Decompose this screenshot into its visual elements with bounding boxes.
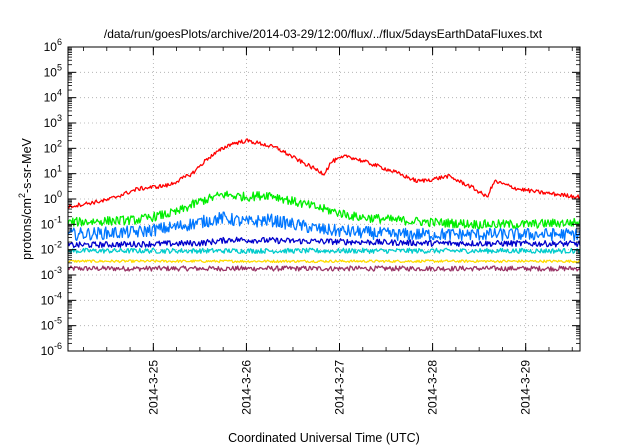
y-axis-label-power: 2 xyxy=(17,193,27,198)
y-tick-label: 104 xyxy=(44,88,62,105)
ticks xyxy=(68,46,580,352)
series-line xyxy=(67,265,581,272)
y-tick-label: 102 xyxy=(44,138,62,155)
x-tick-label: 2014-3-25 xyxy=(146,360,160,415)
y-tick-labels: 10-6 10-5 10-4 10-3 10-2 10-1 100 101 102 103 104 1… xyxy=(41,37,62,358)
y-tick-label: 105 xyxy=(44,62,62,79)
chart-title: /data/run/goesPlots/archive/2014-03-29/1… xyxy=(104,27,543,41)
y-axis-label: protons/cm2-s-sr-MeV xyxy=(17,137,34,259)
x-axis-label: Coordinated Universal Time (UTC) xyxy=(228,431,420,445)
y-tick-label: 10-6 xyxy=(41,341,62,358)
series-layer xyxy=(67,138,581,272)
x-tick-label: 2014-3-29 xyxy=(519,360,533,415)
x-tick-label: 2014-3-27 xyxy=(333,360,347,415)
x-tick-labels: 2014-3-25 2014-3-26 2014-3-27 2014-3-28 2014… xyxy=(146,360,532,415)
x-tick-label: 2014-3-26 xyxy=(239,360,253,415)
series-line xyxy=(67,236,581,249)
y-axis-label-unit: protons/cm xyxy=(20,198,34,260)
y-tick-label: 106 xyxy=(44,37,62,54)
y-tick-label: 10-5 xyxy=(41,316,62,333)
y-tick-label: 103 xyxy=(44,113,62,130)
y-tick-label: 10-4 xyxy=(41,290,62,307)
series-line xyxy=(67,259,581,264)
y-tick-label: 10-1 xyxy=(41,214,62,231)
series-line xyxy=(67,138,581,209)
series-line xyxy=(67,211,581,242)
y-axis-label-rest: -s-sr-MeV xyxy=(20,137,34,193)
y-tick-label: 100 xyxy=(44,189,62,206)
y-tick-label: 10-3 xyxy=(41,265,62,282)
y-tick-label: 10-2 xyxy=(41,240,62,257)
series-line xyxy=(67,247,581,255)
y-tick-label: 101 xyxy=(44,164,62,181)
x-tick-label: 2014-3-28 xyxy=(426,360,440,415)
series-line xyxy=(67,190,581,230)
